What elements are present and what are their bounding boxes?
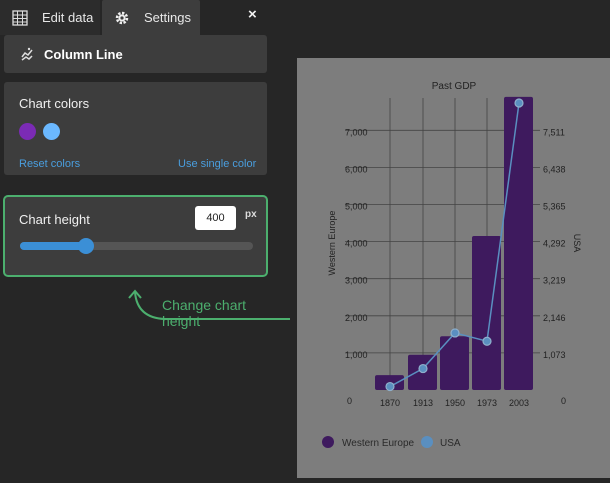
svg-text:3,000: 3,000 [345,276,368,286]
close-icon[interactable]: × [248,6,257,23]
svg-text:0: 0 [561,396,566,406]
chart-type-label: Column Line [44,46,123,62]
chart-height-slider[interactable] [20,238,253,254]
svg-text:1870: 1870 [380,398,400,408]
svg-text:2,000: 2,000 [345,313,368,323]
svg-text:Western Europe: Western Europe [327,211,337,276]
tab-edit-data[interactable]: Edit data [0,0,100,35]
chart-height-card: Chart height px [3,195,268,277]
chart-height-title: Chart height [19,212,90,227]
svg-text:2003: 2003 [509,398,529,408]
tab-edit-data-label: Edit data [42,10,94,25]
chart-height-input[interactable] [195,206,236,230]
svg-text:4,292: 4,292 [543,239,566,249]
tab-settings[interactable]: Settings [102,0,200,35]
gear-icon [115,11,129,24]
use-single-color-link[interactable]: Use single color [178,158,257,170]
px-unit-label: px [245,209,257,220]
svg-text:7,511: 7,511 [543,127,565,137]
svg-text:7,000: 7,000 [345,127,368,137]
svg-text:USA: USA [440,438,461,449]
table-icon [12,9,28,26]
svg-text:1,073: 1,073 [543,350,566,360]
column-line-chart: Past GDP 0 0 1,000 1,073 2,000 2,146 3,000 3,219… [322,81,582,449]
slider-thumb[interactable] [78,238,94,254]
annotation-arrow-icon [128,289,290,320]
color-swatch-1[interactable] [19,123,36,140]
color-swatch-2[interactable] [43,123,60,140]
svg-text:1,000: 1,000 [345,350,368,360]
svg-text:6,000: 6,000 [345,164,368,174]
svg-text:Past GDP: Past GDP [432,81,477,92]
column-line-icon [21,47,33,61]
svg-text:Western Europe: Western Europe [342,438,415,449]
slider-fill [20,242,86,250]
annotation-text: Change chart height [162,297,247,329]
chart-type-card[interactable]: Column Line [4,35,267,73]
svg-text:5,000: 5,000 [345,202,368,212]
settings-panel: Edit data Settings × Column Line Chart c… [0,0,290,478]
chart-colors-title: Chart colors [19,96,90,111]
svg-text:0: 0 [347,396,352,406]
chart-preview: Past GDP 0 0 1,000 1,073 2,000 2,146 3,000 3,219… [297,58,610,478]
svg-text:2,146: 2,146 [543,313,566,323]
svg-text:4,000: 4,000 [345,239,368,249]
tab-settings-label: Settings [144,10,191,25]
svg-text:3,219: 3,219 [543,276,566,286]
svg-text:1973: 1973 [477,398,497,408]
svg-text:USA: USA [572,234,582,253]
svg-text:5,365: 5,365 [543,202,566,212]
reset-colors-link[interactable]: Reset colors [19,158,81,170]
svg-text:1950: 1950 [445,398,465,408]
svg-text:1913: 1913 [413,398,433,408]
svg-text:6,438: 6,438 [543,164,566,174]
